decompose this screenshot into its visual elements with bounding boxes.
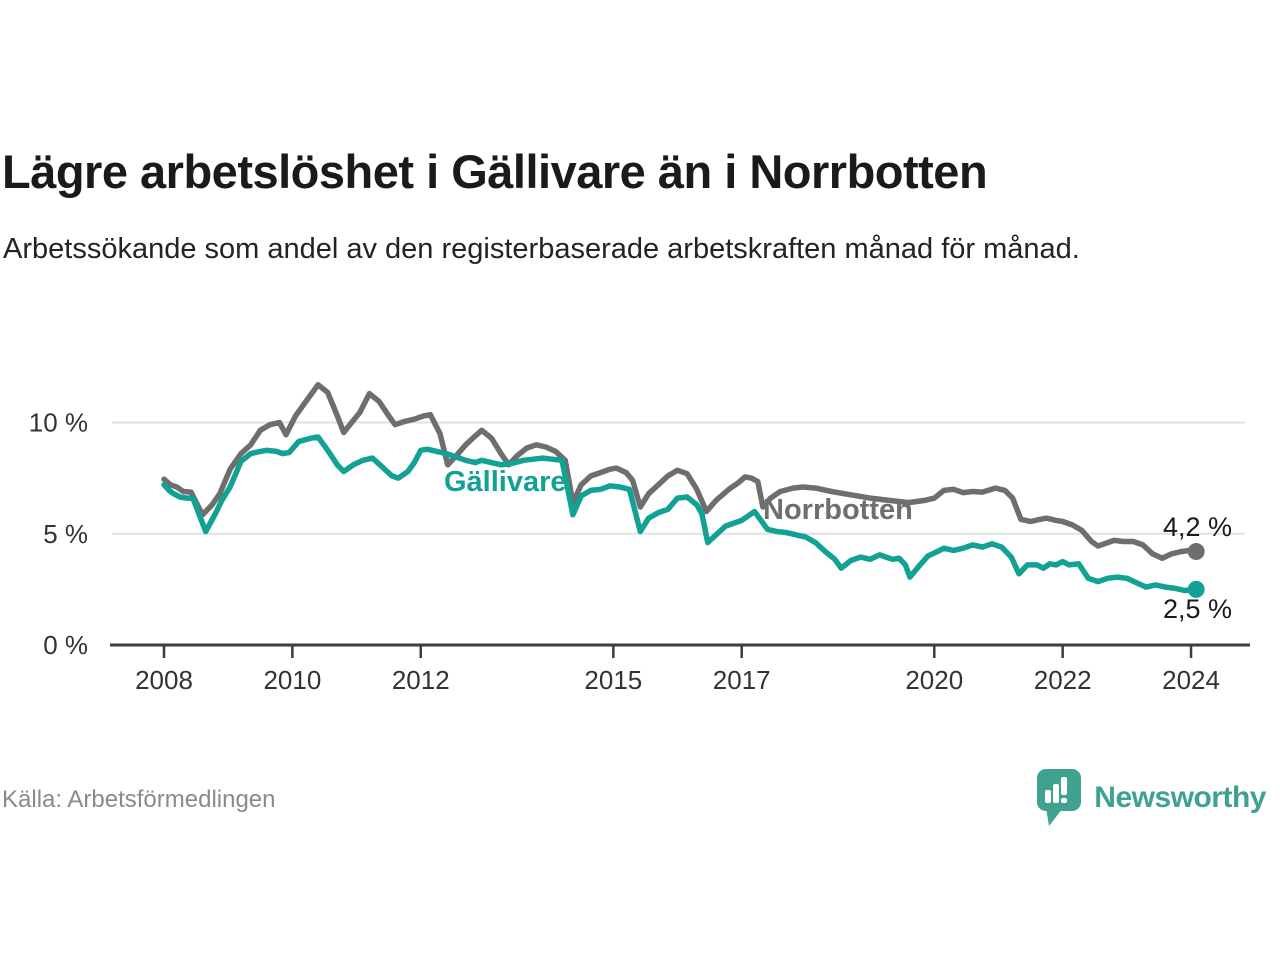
page-subtitle: Arbetssökande som andel av den registerb…	[3, 233, 1080, 265]
norrbotten-end-dot	[1187, 543, 1205, 561]
x-tick-label-2022: 2022	[1034, 665, 1092, 695]
source-note: Källa: Arbetsförmedlingen	[2, 786, 276, 813]
speech-bubble-bar-chart-icon	[1037, 769, 1082, 826]
x-tick-label-2024: 2024	[1162, 665, 1220, 695]
x-tick-label-2010: 2010	[263, 665, 321, 695]
end-value-norrbotten: 4,2 %	[1162, 512, 1232, 542]
x-tick-label-2012: 2012	[392, 665, 450, 695]
x-tick-label-2020: 2020	[905, 665, 963, 695]
gllivare-end-dot	[1187, 580, 1205, 598]
brand-lockup: Newsworthy	[1036, 768, 1266, 828]
brand-name: Newsworthy	[1094, 781, 1266, 814]
series-label-gallivare: Gällivare	[444, 466, 567, 498]
norrbotten-line	[161, 381, 1199, 561]
x-tick-label-2008: 2008	[135, 665, 193, 695]
y-tick-label-10: 10 %	[29, 408, 88, 438]
end-value-gallivare: 2,5 %	[1162, 594, 1232, 624]
x-tick-label-2015: 2015	[584, 665, 642, 695]
y-tick-label-5: 5 %	[43, 519, 88, 549]
page-title: Lägre arbetslöshet i Gällivare än i Norr…	[2, 145, 988, 198]
y-tick-label-0: 0 %	[43, 630, 88, 660]
series-label-norrbotten: Norrbotten	[763, 494, 913, 526]
x-tick-label-2017: 2017	[713, 665, 771, 695]
gllivare-line	[161, 434, 1199, 594]
